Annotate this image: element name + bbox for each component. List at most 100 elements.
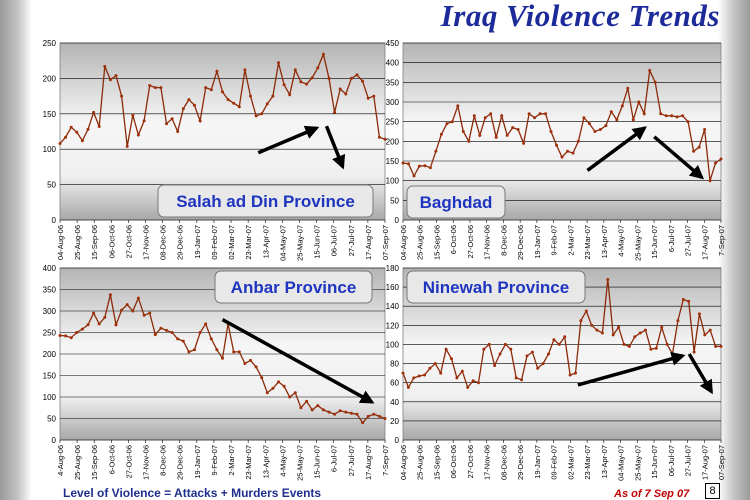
x-tick-label: 17-Aug-07 xyxy=(364,445,373,480)
x-tick-label: 4-Aug-06 xyxy=(56,445,65,476)
y-tick-label: 0 xyxy=(395,436,400,445)
trend-arrow xyxy=(653,135,705,180)
data-point xyxy=(327,76,331,80)
data-point xyxy=(587,122,591,126)
y-tick-label: 350 xyxy=(386,78,400,87)
x-tick-label: 02-Mar-07 xyxy=(227,225,236,260)
data-point xyxy=(417,374,421,378)
y-tick-label: 250 xyxy=(386,118,400,127)
data-point xyxy=(412,174,416,178)
data-point xyxy=(703,333,707,337)
x-tick-label: 27-Jul-07 xyxy=(347,225,356,256)
data-point xyxy=(566,149,569,153)
data-point xyxy=(536,366,540,370)
data-point xyxy=(75,130,79,134)
y-tick-label: 300 xyxy=(386,98,400,107)
data-point xyxy=(412,376,416,380)
data-point xyxy=(215,348,219,352)
data-point xyxy=(428,166,432,170)
data-point xyxy=(433,362,437,366)
data-point xyxy=(631,118,635,122)
data-point xyxy=(649,347,653,351)
data-point xyxy=(478,133,482,137)
data-point xyxy=(445,122,449,126)
data-point xyxy=(333,110,337,114)
y-tick-label: 80 xyxy=(390,360,399,369)
x-tick-label: 17-Aug-07 xyxy=(700,445,709,480)
y-tick-label: 400 xyxy=(43,264,57,273)
data-point xyxy=(593,130,597,133)
x-tick-label: 17-Nov-06 xyxy=(142,445,151,480)
data-point xyxy=(153,333,157,337)
data-point xyxy=(215,69,219,73)
data-point xyxy=(439,132,443,136)
x-tick-label: 04-May-07 xyxy=(617,445,626,481)
x-tick-label: 7-Sep-07 xyxy=(717,225,726,256)
x-tick-label: 17-Nov-06 xyxy=(142,225,151,260)
data-point xyxy=(401,161,405,165)
data-point xyxy=(377,135,381,139)
data-point xyxy=(664,114,668,118)
x-tick-label: 23-Mar-07 xyxy=(583,445,592,480)
x-tick-label: 07-Sep-07 xyxy=(381,225,390,260)
data-point xyxy=(466,385,470,389)
data-point xyxy=(500,114,504,118)
data-point xyxy=(349,76,353,80)
x-tick-label: 6-Jul-07 xyxy=(667,225,676,252)
data-point xyxy=(660,325,664,329)
data-point xyxy=(579,319,583,323)
data-point xyxy=(305,82,309,86)
x-tick-label: 19-Jan-07 xyxy=(193,225,202,259)
x-tick-label: 27-Jul-07 xyxy=(684,225,693,256)
data-point xyxy=(277,61,280,65)
x-tick-label: 25-Aug-06 xyxy=(416,445,425,480)
x-tick-label: 25-Aug-06 xyxy=(416,225,425,260)
x-tick-label: 7-Sep-07 xyxy=(381,445,390,476)
data-point xyxy=(209,88,213,92)
y-tick-label: 150 xyxy=(386,157,400,166)
data-point xyxy=(299,80,303,84)
x-tick-label: 27-Jul-07 xyxy=(684,445,693,476)
data-point xyxy=(103,64,107,68)
x-tick-label: 04-Aug-06 xyxy=(56,225,65,260)
data-point xyxy=(338,409,342,413)
data-point xyxy=(64,334,68,338)
data-point xyxy=(103,315,107,319)
data-point xyxy=(697,145,701,149)
y-tick-label: 100 xyxy=(386,177,400,186)
data-point xyxy=(533,116,537,120)
data-point xyxy=(697,312,701,316)
x-tick-label: 17-Nov-06 xyxy=(483,225,492,260)
x-tick-label: 15-Jun-07 xyxy=(313,225,322,259)
data-point xyxy=(503,342,507,346)
data-point xyxy=(282,384,286,388)
data-point xyxy=(159,326,163,330)
data-point xyxy=(198,331,202,334)
data-point xyxy=(520,378,524,382)
data-point xyxy=(58,142,62,145)
data-point xyxy=(333,412,337,416)
y-tick-label: 300 xyxy=(43,307,57,316)
data-point xyxy=(80,327,84,331)
data-point xyxy=(511,126,515,130)
data-point xyxy=(406,385,410,389)
x-tick-label: 13-Apr-07 xyxy=(261,225,270,258)
data-point xyxy=(310,76,314,80)
data-point xyxy=(321,408,325,412)
data-point xyxy=(659,112,663,116)
data-point xyxy=(310,408,314,412)
x-tick-label: 29-Dec-06 xyxy=(516,445,525,480)
data-point xyxy=(120,94,124,98)
data-point xyxy=(401,371,405,375)
y-tick-label: 250 xyxy=(43,39,57,48)
data-point xyxy=(483,116,487,120)
x-tick-label: 6-Oct-06 xyxy=(449,225,458,254)
y-tick-label: 50 xyxy=(47,181,56,190)
x-tick-label: 04-Aug-06 xyxy=(399,445,408,480)
data-point xyxy=(260,112,264,116)
data-point xyxy=(541,362,545,366)
data-point xyxy=(467,139,471,143)
data-point xyxy=(606,278,610,281)
data-point xyxy=(271,386,275,390)
data-point xyxy=(114,74,118,78)
